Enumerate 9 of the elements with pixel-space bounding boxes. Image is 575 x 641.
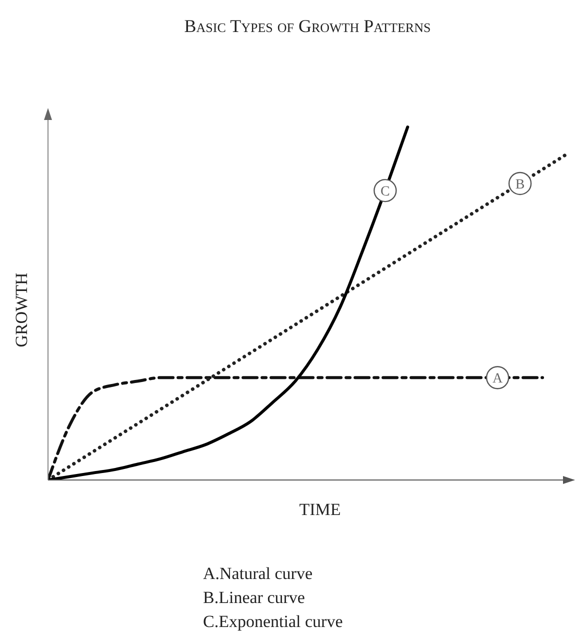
- series-label: A: [492, 372, 504, 387]
- chart-title: Basic Types of Growth Patterns: [183, 16, 432, 37]
- y-axis-title: GROWTH: [12, 272, 32, 348]
- x-axis-title: TIME: [298, 500, 342, 520]
- text: A.Natural curve: [203, 563, 314, 585]
- text: B.Linear curve: [203, 587, 306, 609]
- text: C.Exponential curve: [203, 611, 343, 633]
- series-label: C: [380, 184, 390, 200]
- series-label: B: [515, 177, 525, 192]
